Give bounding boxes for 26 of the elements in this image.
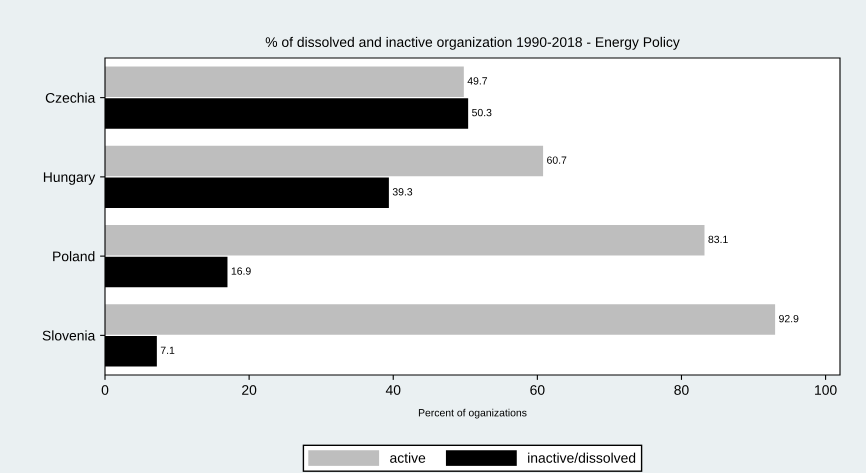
data-label: 92.9 xyxy=(779,314,798,322)
data-label: 39.3 xyxy=(392,188,412,196)
x-tick-label: 40 xyxy=(386,385,400,395)
bar xyxy=(105,225,705,256)
y-tick-label: Hungary xyxy=(44,172,96,185)
x-tick-label: 80 xyxy=(674,385,689,395)
x-tick-label: 0 xyxy=(102,385,108,395)
bar xyxy=(105,66,464,98)
data-label: 83.1 xyxy=(708,236,728,244)
chart-title: % of dissolved and inactive organization 1990-2018 - Energy Policy xyxy=(266,36,680,50)
data-label: 7.1 xyxy=(160,346,174,354)
bar xyxy=(105,304,776,335)
legend-label: active xyxy=(390,452,426,463)
data-label: 50.3 xyxy=(472,108,492,116)
data-label: 60.7 xyxy=(547,156,566,164)
bar xyxy=(105,146,544,176)
y-tick-label: Poland xyxy=(53,251,94,262)
x-tick-label: 20 xyxy=(242,385,256,395)
data-label: 49.7 xyxy=(468,77,488,85)
x-axis-title: Percent of oganizations xyxy=(418,408,527,418)
y-tick-label: Slovenia xyxy=(42,330,96,341)
x-tick-label: 60 xyxy=(530,385,545,395)
legend-label: inactive/dissolved xyxy=(528,452,636,463)
y-tick-label: Czechia xyxy=(46,92,96,103)
data-label: 16.9 xyxy=(232,267,251,275)
x-tick-label: 100 xyxy=(815,385,837,395)
